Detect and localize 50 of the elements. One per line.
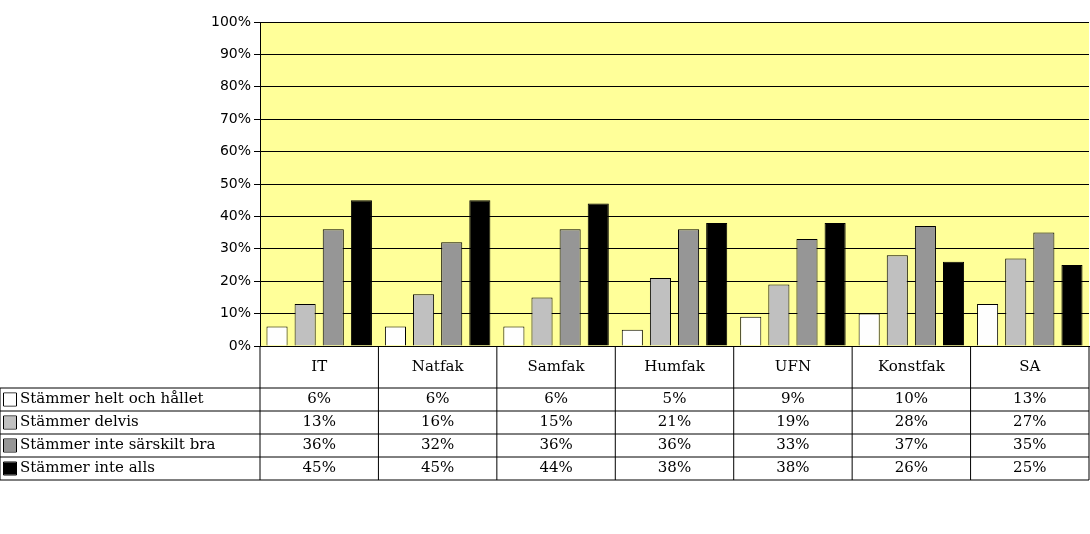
data-label: 38% xyxy=(776,458,810,477)
y-tick-label: 20% xyxy=(219,271,251,288)
data-label: 36% xyxy=(539,435,573,454)
data-label: 28% xyxy=(894,412,929,431)
data-label: 13% xyxy=(302,412,336,431)
x-tick-label: Natfak xyxy=(411,356,465,375)
y-tick-label: 10% xyxy=(219,304,251,321)
y-tick-label: 0% xyxy=(228,336,251,353)
data-label: 25% xyxy=(1013,458,1047,477)
data-label: 35% xyxy=(1013,435,1047,454)
data-label: 15% xyxy=(539,412,573,431)
data-label: 36% xyxy=(657,435,692,454)
data-label: 27% xyxy=(1013,412,1047,431)
x-tick-label: IT xyxy=(311,356,328,375)
legend-label: Stämmer delvis xyxy=(20,412,139,431)
data-label: 19% xyxy=(776,412,810,431)
data-label: 36% xyxy=(302,435,336,454)
x-tick-label: SA xyxy=(1019,356,1041,375)
data-label: 26% xyxy=(894,458,929,477)
data-label: 16% xyxy=(420,412,455,431)
data-label: 37% xyxy=(894,435,929,454)
data-label: 33% xyxy=(776,435,810,454)
y-tick-label: 90% xyxy=(219,45,251,62)
y-tick-label: 30% xyxy=(219,239,251,256)
legend-label: Stämmer inte alls xyxy=(20,458,155,477)
data-label: 9% xyxy=(781,389,805,408)
data-label: 10% xyxy=(894,389,929,408)
data-label: 32% xyxy=(420,435,455,454)
legend-label: Stämmer inte särskilt bra xyxy=(20,435,216,454)
y-tick-label: 40% xyxy=(219,207,251,224)
data-label: 44% xyxy=(539,458,573,477)
x-tick-label: UFN xyxy=(774,356,812,375)
x-tick-label: Humfak xyxy=(644,356,706,375)
y-tick-label: 70% xyxy=(219,109,251,126)
data-label: 38% xyxy=(657,458,692,477)
data-label: 6% xyxy=(425,389,450,408)
y-tick-label: 100% xyxy=(210,12,251,29)
y-tick-label: 80% xyxy=(219,77,251,94)
data-label: 6% xyxy=(307,389,332,408)
data-label: 6% xyxy=(544,389,568,408)
data-label: 45% xyxy=(302,458,336,477)
data-label: 13% xyxy=(1013,389,1047,408)
data-label: 5% xyxy=(662,389,687,408)
y-tick-label: 60% xyxy=(219,142,251,159)
legend-label: Stämmer helt och hållet xyxy=(20,389,204,408)
y-tick-label: 50% xyxy=(219,174,251,191)
x-tick-label: Samfak xyxy=(527,356,586,375)
x-tick-label: Konstfak xyxy=(877,356,946,375)
data-label: 45% xyxy=(420,458,455,477)
data-label: 21% xyxy=(657,412,692,431)
